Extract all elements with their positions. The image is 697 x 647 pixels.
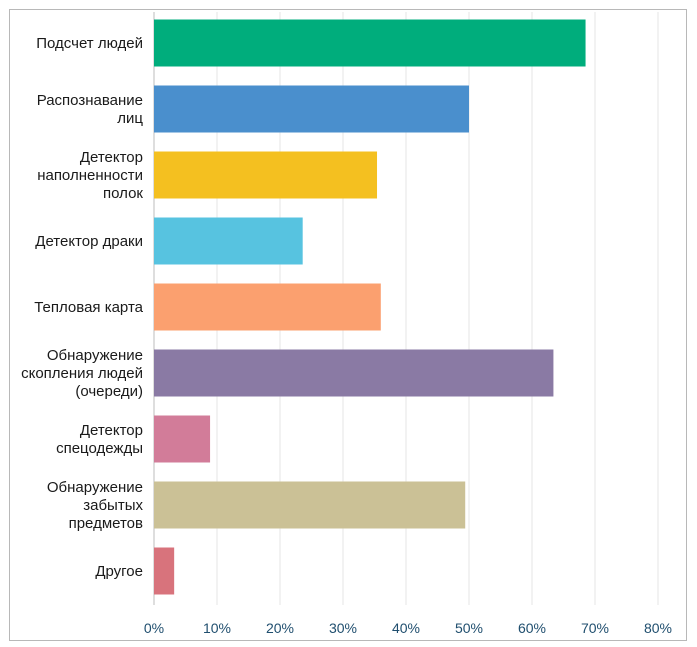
bar <box>154 151 378 199</box>
bar <box>154 415 211 463</box>
x-tick-label: 50% <box>455 620 483 636</box>
category-label-line: забытых <box>83 497 143 514</box>
category-label-line: Обнаружение <box>47 347 143 364</box>
x-tick-label: 70% <box>581 620 609 636</box>
bar <box>154 349 554 397</box>
bar <box>154 283 381 331</box>
x-tick-label: 40% <box>392 620 420 636</box>
bar <box>154 217 303 265</box>
category-label-line: Обнаружение <box>47 479 143 496</box>
category-label: Детектор драки <box>35 233 143 250</box>
category-label-line: скопления людей <box>21 365 143 382</box>
x-tick-label: 60% <box>518 620 546 636</box>
category-label-line: Детектор <box>80 149 143 166</box>
category-label-line: лиц <box>117 110 143 127</box>
category-label-line: Детектор драки <box>35 233 143 250</box>
x-tick-label: 80% <box>644 620 672 636</box>
category-label: Детектор наполненности полок <box>37 149 143 202</box>
category-label-line: (очереди) <box>75 383 143 400</box>
category-label-line: наполненности <box>37 167 143 184</box>
category-label-line: полок <box>103 185 143 202</box>
category-label: Детектор спецодежды <box>56 422 143 457</box>
category-label: Другое <box>95 563 143 580</box>
category-label: Подсчет людей <box>36 35 143 52</box>
category-label: Тепловая карта <box>34 299 143 316</box>
category-label: Обнаружение скопления людей (очереди) <box>21 347 143 400</box>
category-label-line: Другое <box>95 563 143 580</box>
category-label-line: Тепловая карта <box>34 299 143 316</box>
category-label-line: Детектор <box>80 422 143 439</box>
x-tick-label: 30% <box>329 620 357 636</box>
bar <box>154 19 586 67</box>
category-label-line: предметов <box>69 515 143 532</box>
category-label-line: Подсчет людей <box>36 35 143 52</box>
category-label: Обнаружение забытых предметов <box>47 479 144 532</box>
category-label-line: спецодежды <box>56 440 143 457</box>
category-label-line: Распознавание <box>37 92 143 109</box>
x-tick-label: 20% <box>266 620 294 636</box>
bar <box>154 547 175 595</box>
category-label: Распознавание лиц <box>37 92 144 127</box>
x-tick-label: 10% <box>203 620 231 636</box>
x-tick-label: 0% <box>144 620 164 636</box>
bar <box>154 85 469 133</box>
bar <box>154 481 466 529</box>
